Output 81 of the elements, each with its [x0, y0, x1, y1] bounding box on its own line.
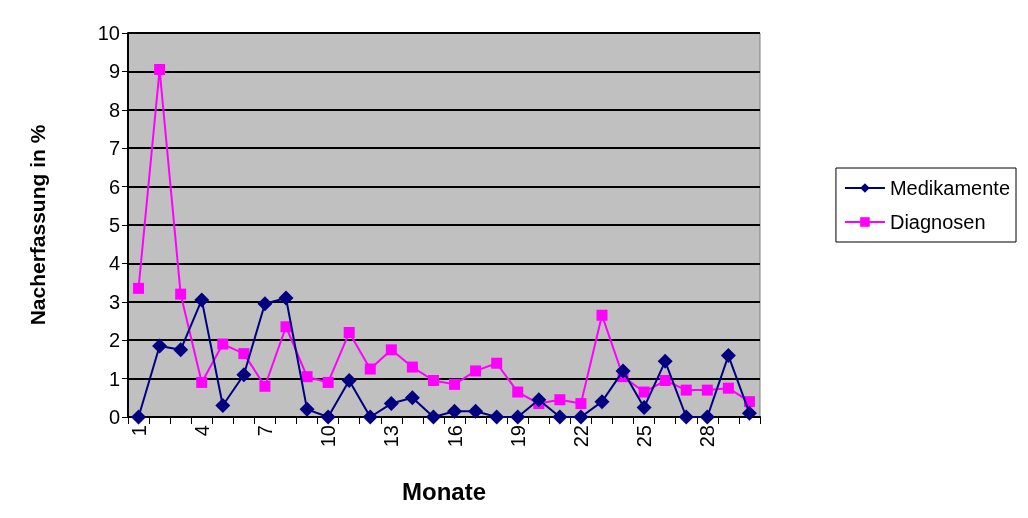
point: [133, 282, 145, 294]
y-tick-label: 1: [108, 367, 120, 390]
point: [341, 373, 357, 389]
x-tick-label: 19: [506, 425, 529, 448]
point: [404, 390, 420, 406]
y-tick-label: 0: [108, 406, 120, 428]
point: [364, 363, 376, 375]
point: [278, 290, 294, 306]
point: [722, 382, 734, 394]
y-tick-label: 4: [108, 252, 120, 275]
point: [470, 365, 482, 377]
legend-label: Medikamente: [889, 177, 1010, 199]
point: [131, 409, 147, 425]
x-tick-label: 13: [380, 425, 403, 448]
point: [638, 386, 650, 398]
point: [701, 384, 713, 396]
point: [659, 375, 671, 387]
point: [427, 375, 439, 387]
x-tick-label: 4: [190, 425, 213, 437]
x-axis-title: Monate: [402, 477, 486, 505]
point: [257, 296, 273, 312]
point: [236, 367, 252, 383]
y-tick-label: 6: [108, 175, 120, 198]
point: [596, 309, 608, 321]
point: [406, 361, 418, 373]
point: [636, 399, 652, 415]
point: [238, 348, 250, 360]
point: [699, 409, 715, 425]
point: [175, 288, 187, 300]
point: [594, 394, 610, 410]
point: [259, 380, 271, 392]
point: [173, 342, 189, 358]
point: [322, 376, 334, 388]
point: [301, 371, 313, 383]
y-tick-label: 8: [108, 98, 120, 121]
point: [383, 396, 399, 412]
point: [362, 409, 378, 425]
point: [657, 353, 673, 369]
point: [575, 398, 587, 410]
y-tick-label: 2: [108, 329, 120, 352]
x-tick-label: 1: [127, 425, 150, 437]
x-tick-label: 28: [696, 425, 719, 448]
y-tick-label: 5: [108, 214, 120, 236]
point: [573, 409, 589, 425]
x-tick-label: 25: [633, 425, 656, 448]
point: [741, 405, 757, 421]
point: [152, 338, 168, 354]
point: [215, 397, 231, 413]
point: [449, 378, 461, 390]
point: [385, 344, 397, 356]
point: [299, 401, 315, 417]
point: [615, 363, 631, 379]
point: [554, 394, 566, 406]
x-tick-label: 16: [443, 425, 466, 448]
x-tick-label: 10: [317, 425, 340, 448]
point: [194, 292, 210, 308]
point: [154, 63, 166, 75]
point: [425, 409, 441, 425]
point: [512, 386, 524, 398]
point: [720, 348, 736, 364]
point: [217, 338, 229, 350]
point: [491, 357, 503, 369]
point: [468, 403, 484, 419]
y-axis-title: Nacherfassung in %: [26, 124, 49, 326]
y-tick-label: 9: [108, 60, 120, 83]
x-tick-label: 7: [253, 425, 276, 437]
point: [447, 403, 463, 419]
y-tick-label: 10: [97, 22, 120, 44]
point: [489, 409, 505, 425]
point: [680, 384, 692, 396]
point: [531, 392, 547, 408]
point: [552, 409, 568, 425]
y-tick-label: 7: [108, 137, 120, 160]
point: [343, 327, 355, 339]
x-tick-label: 22: [569, 425, 592, 448]
point: [678, 409, 694, 425]
point: [510, 409, 526, 425]
legend-label: Diagnosen: [889, 211, 986, 233]
point: [320, 409, 336, 425]
point: [196, 376, 208, 388]
y-tick-label: 3: [108, 290, 120, 313]
